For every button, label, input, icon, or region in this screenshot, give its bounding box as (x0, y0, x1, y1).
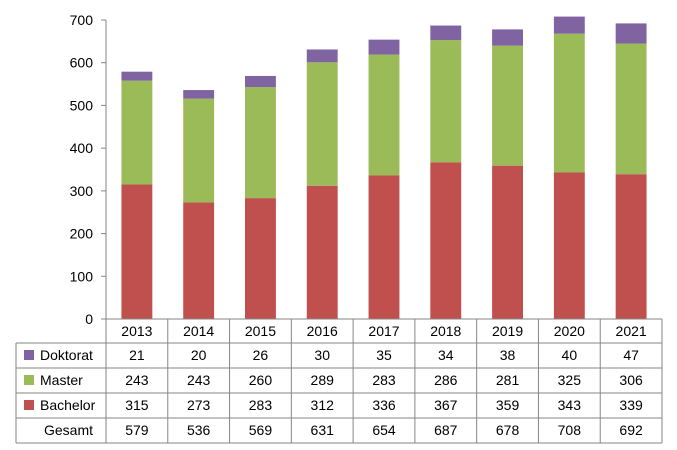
data-label-bachelor: 312 (311, 397, 335, 413)
bar-doktorat-2018 (430, 25, 462, 41)
data-label-master: 289 (311, 372, 335, 388)
bar-master-2015 (245, 87, 276, 199)
x-category-label: 2013 (121, 323, 152, 339)
bar-bachelor-2021 (615, 174, 647, 319)
data-label-master: 243 (187, 372, 211, 388)
x-category-label: 2016 (307, 323, 338, 339)
legend-label-bachelor: Bachelor (40, 397, 96, 413)
bar-master-2016 (306, 62, 338, 186)
x-category-label: 2015 (245, 323, 276, 339)
x-category-label: 2021 (616, 323, 647, 339)
y-tick-label: 500 (70, 97, 94, 113)
data-label-master: 325 (558, 372, 582, 388)
bar-doktorat-2013 (121, 71, 153, 81)
bar-doktorat-2019 (492, 29, 523, 46)
data-label-master: 283 (372, 372, 396, 388)
data-label-master: 260 (249, 372, 273, 388)
data-label-bachelor: 273 (187, 397, 211, 413)
total-value: 631 (311, 422, 335, 438)
data-label-doktorat: 30 (314, 347, 330, 363)
total-value: 708 (558, 422, 582, 438)
bar-bachelor-2014 (183, 202, 215, 319)
total-value: 687 (434, 422, 458, 438)
data-label-doktorat: 40 (562, 347, 578, 363)
bar-doktorat-2020 (553, 16, 585, 34)
bar-bachelor-2017 (368, 175, 400, 319)
data-label-master: 286 (434, 372, 458, 388)
y-tick-label: 100 (70, 268, 94, 284)
bar-master-2014 (183, 98, 215, 203)
legend-key-bachelor (24, 400, 34, 410)
y-tick-label: 700 (70, 12, 94, 28)
y-tick-label: 200 (70, 226, 94, 242)
bar-bachelor-2013 (121, 184, 153, 319)
x-category-label: 2014 (183, 323, 214, 339)
data-label-bachelor: 336 (372, 397, 396, 413)
data-label-doktorat: 20 (191, 347, 207, 363)
bar-doktorat-2014 (183, 90, 215, 99)
data-label-doktorat: 26 (253, 347, 269, 363)
total-value: 569 (249, 422, 273, 438)
totals-label: Gesamt (44, 422, 93, 438)
bar-bachelor-2020 (553, 172, 585, 319)
bar-master-2019 (492, 45, 523, 166)
data-label-bachelor: 367 (434, 397, 458, 413)
data-label-bachelor: 343 (558, 397, 582, 413)
bar-doktorat-2017 (368, 39, 400, 55)
legend-label-doktorat: Doktorat (40, 347, 93, 363)
legend-key-doktorat (24, 350, 34, 360)
data-label-doktorat: 47 (623, 347, 639, 363)
data-label-bachelor: 315 (125, 397, 149, 413)
bar-master-2021 (615, 43, 647, 175)
total-value: 678 (496, 422, 520, 438)
data-label-doktorat: 21 (129, 347, 145, 363)
data-label-bachelor: 283 (249, 397, 273, 413)
x-category-label: 2020 (554, 323, 585, 339)
x-category-label: 2017 (368, 323, 399, 339)
bar-master-2020 (553, 33, 585, 173)
legend-key-master (24, 375, 34, 385)
data-label-doktorat: 38 (500, 347, 516, 363)
bar-bachelor-2016 (306, 185, 338, 319)
data-label-master: 243 (125, 372, 149, 388)
bar-bachelor-2015 (245, 198, 276, 319)
bar-bachelor-2019 (492, 165, 523, 319)
y-tick-label: 600 (70, 55, 94, 71)
data-label-bachelor: 359 (496, 397, 520, 413)
total-value: 654 (372, 422, 396, 438)
bar-doktorat-2021 (615, 23, 647, 44)
data-label-doktorat: 35 (376, 347, 392, 363)
data-label-bachelor: 339 (619, 397, 643, 413)
bar-master-2018 (430, 40, 462, 163)
data-label-master: 281 (496, 372, 520, 388)
data-label-doktorat: 34 (438, 347, 454, 363)
bar-doktorat-2016 (306, 49, 338, 63)
total-value: 692 (619, 422, 643, 438)
y-tick-label: 0 (85, 311, 93, 327)
legend-label-master: Master (40, 372, 83, 388)
y-tick-label: 400 (70, 140, 94, 156)
y-tick-label: 300 (70, 183, 94, 199)
total-value: 536 (187, 422, 211, 438)
x-category-label: 2018 (430, 323, 461, 339)
bar-doktorat-2015 (245, 75, 276, 88)
data-label-master: 306 (619, 372, 643, 388)
total-value: 579 (125, 422, 149, 438)
bar-master-2017 (368, 54, 400, 176)
bar-master-2013 (121, 80, 153, 185)
x-category-label: 2019 (492, 323, 523, 339)
bar-bachelor-2018 (430, 162, 462, 319)
